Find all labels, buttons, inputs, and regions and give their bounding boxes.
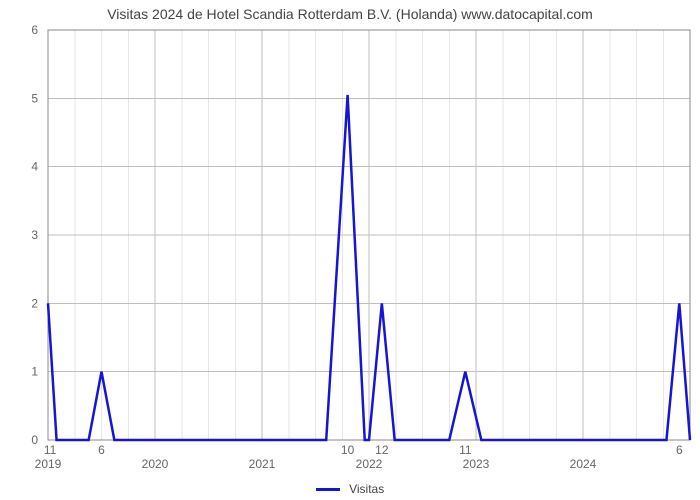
callout-label: 6 [98, 443, 105, 457]
x-tick-label: 2024 [570, 457, 597, 471]
y-tick-label: 2 [31, 296, 38, 310]
callout-label: 11 [459, 443, 472, 457]
grid [48, 30, 690, 440]
legend-label: Visitas [349, 482, 384, 496]
line-chart: 2019202020212022202320240123456116101211… [0, 0, 700, 500]
x-tick-label: 2020 [142, 457, 169, 471]
callout-label: 10 [341, 443, 355, 457]
callouts: 11 6 10 12 11 6 [44, 443, 683, 457]
y-tick-label: 1 [31, 365, 38, 379]
callout-label: 11 [44, 443, 57, 457]
legend: Visitas [0, 482, 700, 496]
y-tick-label: 4 [31, 160, 38, 174]
y-tick-label: 3 [31, 228, 38, 242]
callout-label: 6 [676, 443, 683, 457]
x-tick-label: 2022 [356, 457, 383, 471]
y-tick-label: 6 [31, 23, 38, 37]
x-tick-label: 2023 [463, 457, 490, 471]
callout-label: 12 [375, 443, 389, 457]
legend-swatch [316, 488, 340, 491]
y-tick-label: 0 [31, 433, 38, 447]
axes: 2019202020212022202320240123456 [31, 23, 596, 471]
x-tick-label: 2019 [35, 457, 62, 471]
x-tick-label: 2021 [249, 457, 276, 471]
y-tick-label: 5 [31, 91, 38, 105]
chart-container: Visitas 2024 de Hotel Scandia Rotterdam … [0, 0, 700, 500]
